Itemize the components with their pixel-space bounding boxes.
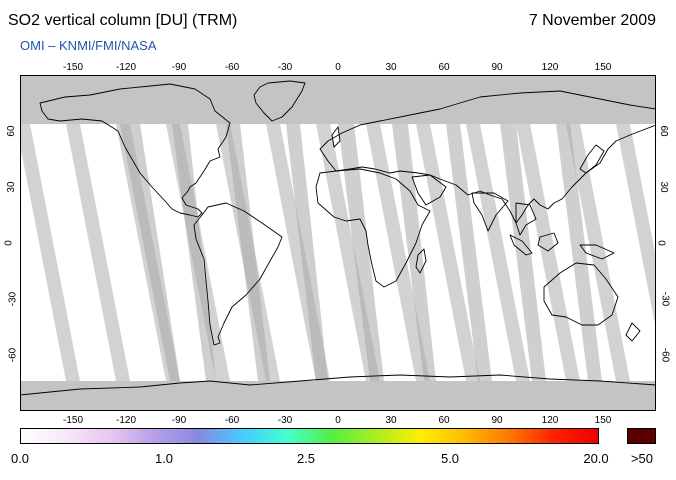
orbit-gap-band xyxy=(20,124,80,381)
coastline-africa xyxy=(315,168,431,288)
lat-tick-right-2: 0 xyxy=(655,240,667,246)
lon-tick-bottom-0: -150 xyxy=(62,415,84,426)
land-gap-band xyxy=(338,124,384,381)
colorbar-scale xyxy=(20,428,599,444)
coastline-eurasia xyxy=(319,90,656,224)
lat-tick-right-3: -30 xyxy=(659,291,671,307)
lon-tick-bottom-8: 90 xyxy=(491,415,503,426)
lon-tick-bottom-10: 150 xyxy=(594,415,612,426)
coastline-borneo xyxy=(537,232,559,252)
coastline-uk xyxy=(331,126,341,148)
map-frame xyxy=(20,75,656,411)
land-gap-band xyxy=(120,124,180,381)
lon-tick-bottom-7: 60 xyxy=(438,415,450,426)
coastline-south-america xyxy=(193,202,283,346)
land-gap-band xyxy=(172,124,216,381)
lon-tick-top-4: -30 xyxy=(277,62,293,73)
land-gap-band xyxy=(286,124,328,381)
lon-tick-top-9: 120 xyxy=(541,62,559,73)
land-gap-band xyxy=(446,124,492,381)
south-polar-night-region xyxy=(20,381,656,411)
lat-tick-right-4: -60 xyxy=(659,347,671,363)
land-gap-band xyxy=(556,124,602,381)
coastline-north-america xyxy=(39,83,231,218)
coastline-southeast-asia xyxy=(515,202,537,236)
lat-tick-right-0: 60 xyxy=(658,125,670,137)
colorbar-label-4: 20.0 xyxy=(583,451,609,466)
lat-tick-left-4: -60 xyxy=(7,347,19,363)
lat-tick-left-1: 30 xyxy=(6,181,18,193)
lon-tick-bottom-9: 120 xyxy=(541,415,559,426)
data-credit: OMI – KNMI/FMI/NASA xyxy=(20,38,157,53)
lon-tick-bottom-6: 30 xyxy=(385,415,397,426)
colorbar-label-0: 0.0 xyxy=(10,451,30,466)
north-polar-night-region xyxy=(20,75,656,124)
lon-tick-top-7: 60 xyxy=(438,62,450,73)
lon-tick-top-0: -150 xyxy=(62,62,84,73)
lon-tick-top-2: -90 xyxy=(171,62,187,73)
coastline-australia xyxy=(543,262,619,326)
lon-tick-top-5: 0 xyxy=(335,62,341,73)
lon-tick-top-8: 90 xyxy=(491,62,503,73)
coastline-new-zealand xyxy=(625,322,641,342)
coastline-india xyxy=(471,192,509,232)
map-title: SO2 vertical column [DU] (TRM) xyxy=(8,12,238,29)
orbit-gap-band xyxy=(466,124,530,381)
coastlines xyxy=(20,80,656,396)
land-gap-band xyxy=(392,124,436,381)
colorbar-label-3: 5.0 xyxy=(440,451,460,466)
orbit-gaps xyxy=(20,124,656,381)
lon-tick-top-10: 150 xyxy=(594,62,612,73)
lon-tick-top-3: -60 xyxy=(224,62,240,73)
lat-tick-left-0: 60 xyxy=(6,125,18,137)
lat-tick-left-3: -30 xyxy=(7,291,19,307)
lon-tick-bottom-3: -60 xyxy=(224,415,240,426)
orbit-gap-band xyxy=(416,124,480,381)
coastline-madagascar xyxy=(415,248,427,274)
lon-tick-top-6: 30 xyxy=(385,62,397,73)
colorbar-label-1: 1.0 xyxy=(154,451,174,466)
colorbar-label-5: >50 xyxy=(630,451,654,466)
lat-tick-left-2: 0 xyxy=(3,240,15,246)
coastline-greenland xyxy=(253,80,306,122)
orbit-gap-band xyxy=(566,124,630,381)
map-date: 7 November 2009 xyxy=(528,12,656,29)
coastline-new-guinea xyxy=(579,244,615,260)
lon-tick-bottom-4: -30 xyxy=(277,415,293,426)
lon-tick-top-1: -120 xyxy=(115,62,137,73)
world-map xyxy=(20,75,656,411)
lat-tick-right-1: 30 xyxy=(658,181,670,193)
land-gap-band xyxy=(226,124,270,381)
colorbar-overflow-swatch xyxy=(627,428,656,444)
lon-tick-bottom-5: 0 xyxy=(335,415,341,426)
coastline-antarctica xyxy=(20,374,656,396)
coastline-sumatra xyxy=(509,234,533,256)
coastline-japan xyxy=(579,144,605,174)
orbit-gap-band xyxy=(66,124,130,381)
lon-tick-bottom-2: -90 xyxy=(171,415,187,426)
colorbar-label-2: 2.5 xyxy=(296,451,316,466)
coastline-arabia xyxy=(411,174,447,206)
colorbar xyxy=(20,428,656,444)
orbit-gap-band xyxy=(366,124,430,381)
lon-tick-bottom-1: -120 xyxy=(115,415,137,426)
